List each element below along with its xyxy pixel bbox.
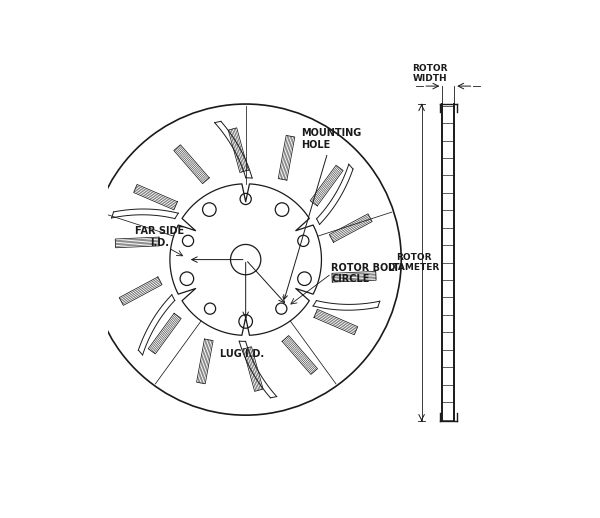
Text: ROTOR
DIAMETER: ROTOR DIAMETER xyxy=(388,253,440,272)
Text: FAR SIDE
I.D.: FAR SIDE I.D. xyxy=(136,226,184,248)
Text: ROTOR
WIDTH: ROTOR WIDTH xyxy=(413,64,448,83)
Text: LUG I.D.: LUG I.D. xyxy=(220,349,264,359)
Text: ROTOR BOLT
CIRCLE: ROTOR BOLT CIRCLE xyxy=(331,263,400,284)
Text: MOUNTING
HOLE: MOUNTING HOLE xyxy=(284,128,362,299)
